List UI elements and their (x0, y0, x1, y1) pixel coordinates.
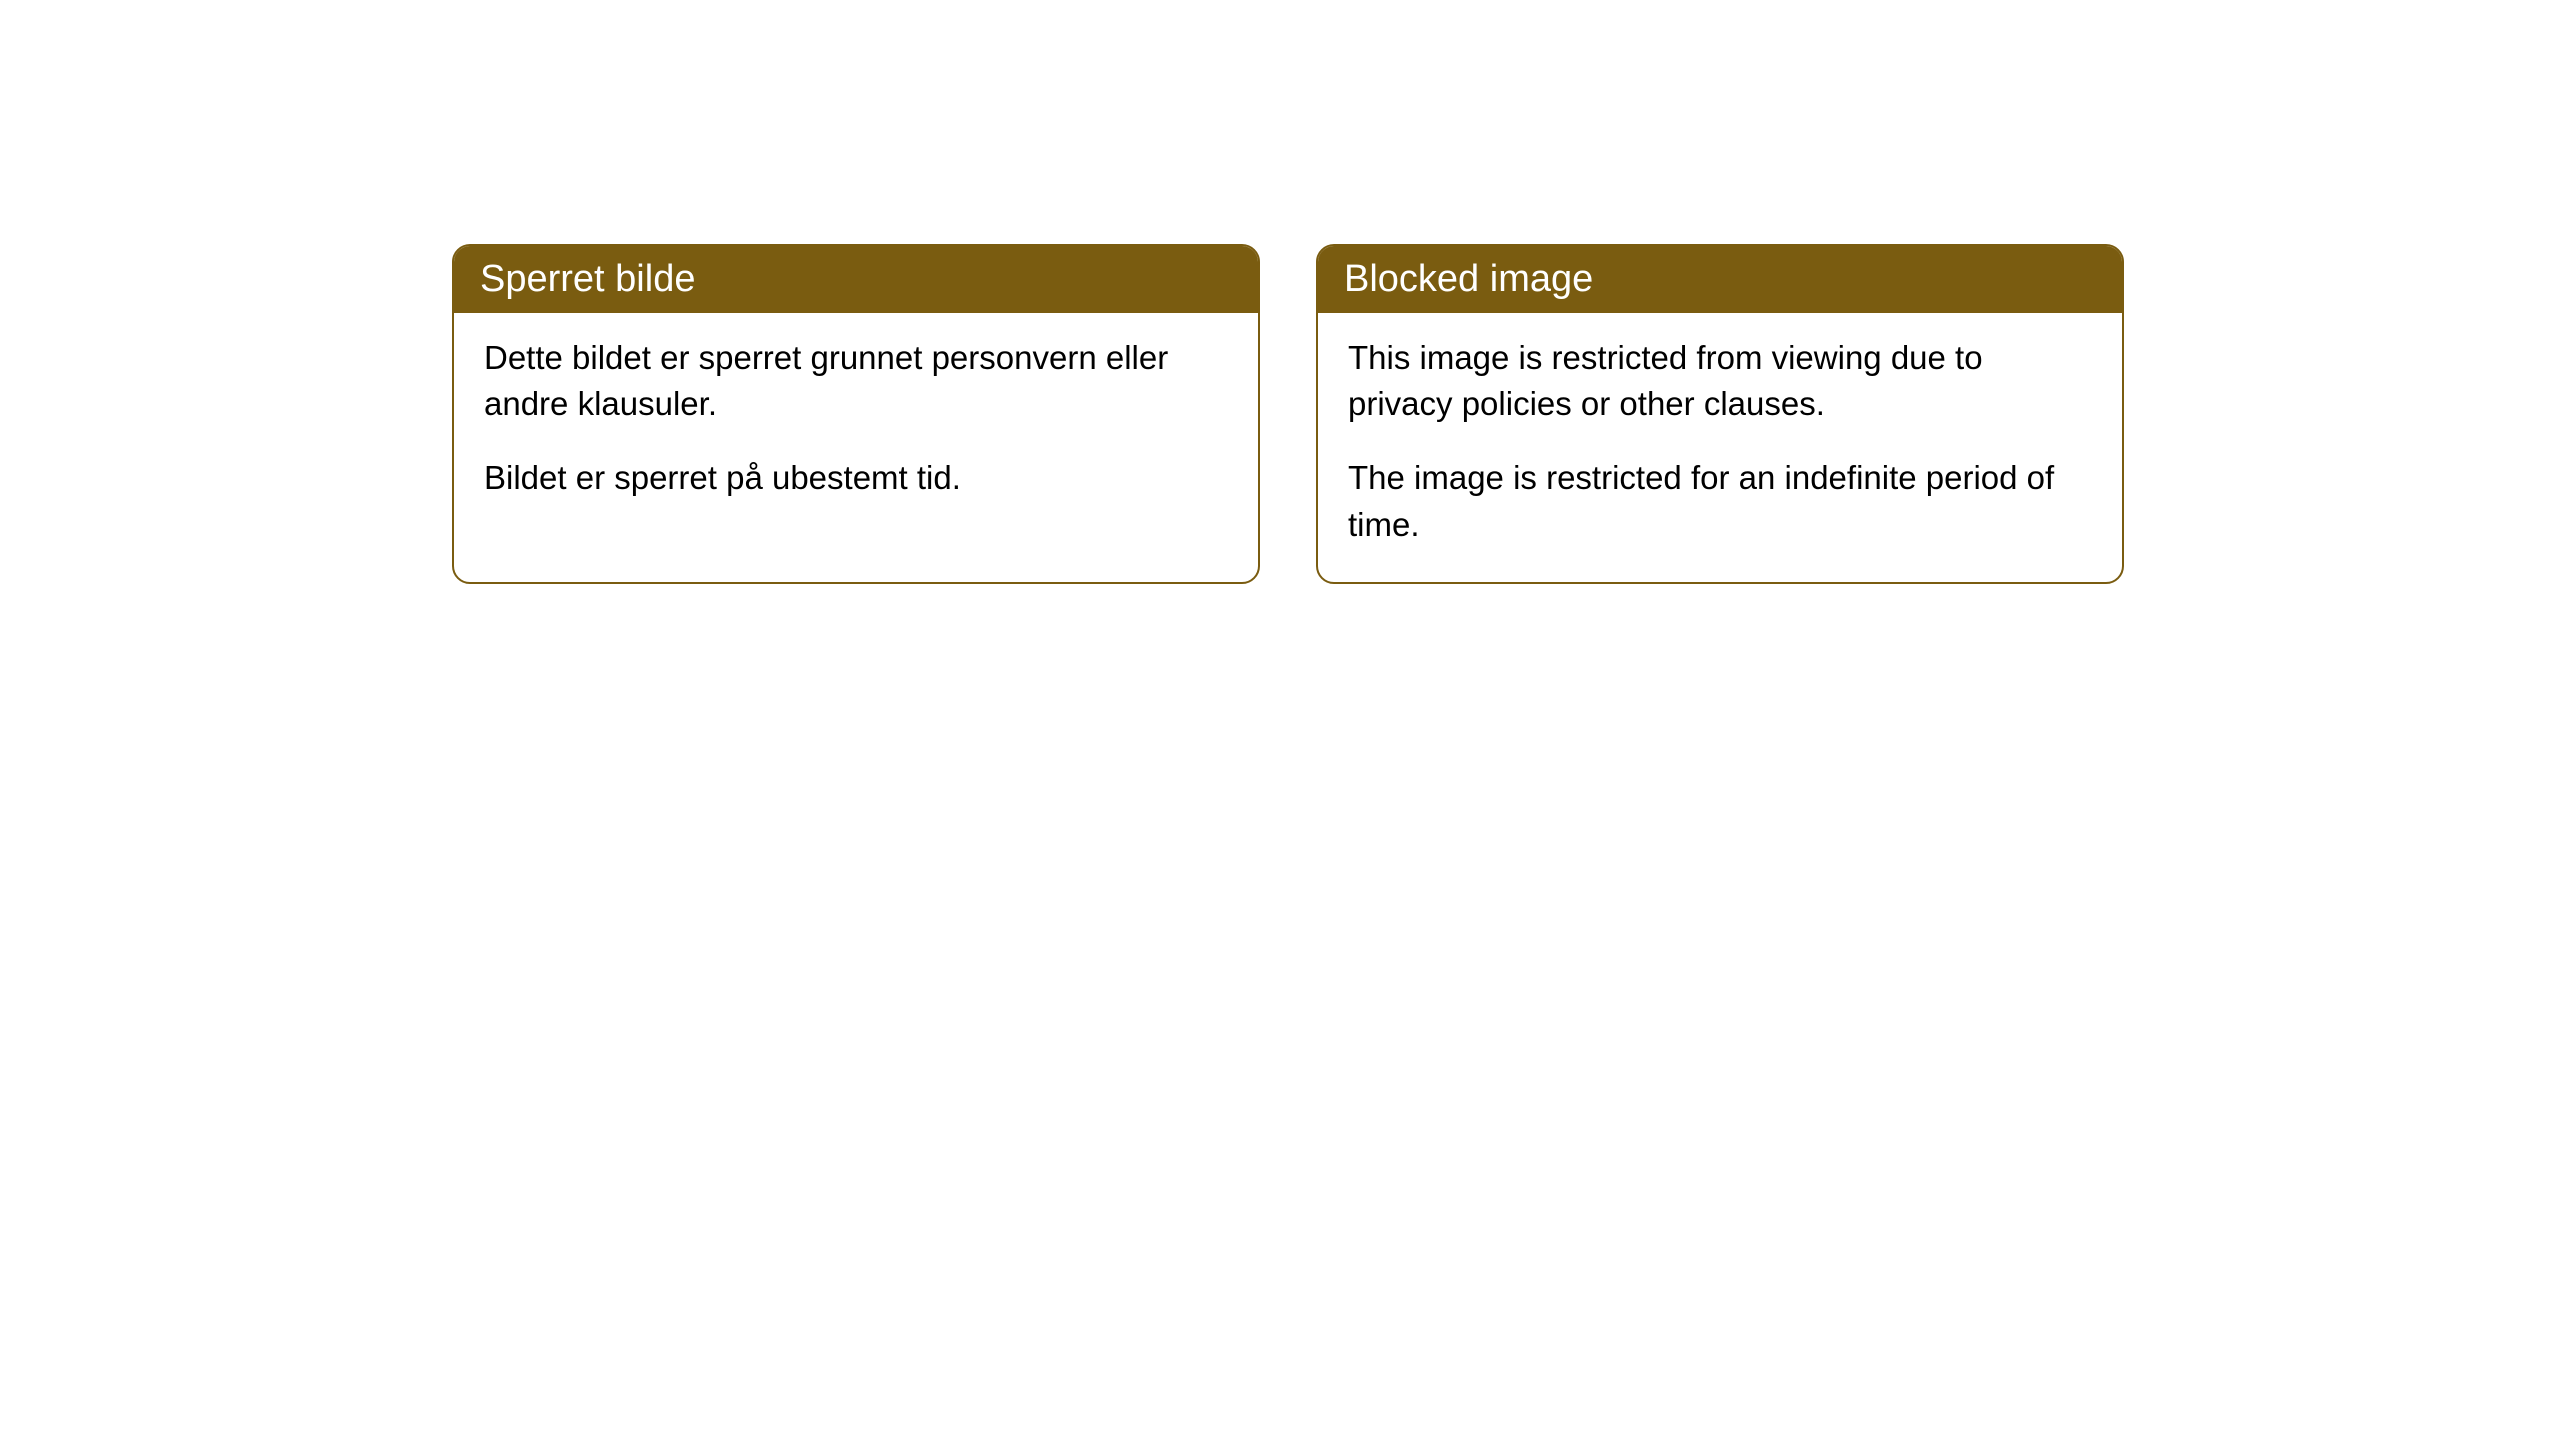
card-title: Sperret bilde (480, 258, 695, 300)
blocked-image-card-english: Blocked image This image is restricted f… (1316, 244, 2124, 584)
blocked-image-card-norwegian: Sperret bilde Dette bildet er sperret gr… (452, 244, 1260, 584)
card-title: Blocked image (1344, 258, 1593, 300)
card-header-english: Blocked image (1318, 246, 2122, 313)
card-body-norwegian: Dette bildet er sperret grunnet personve… (454, 313, 1258, 536)
card-paragraph: Bildet er sperret på ubestemt tid. (484, 455, 1228, 501)
card-body-english: This image is restricted from viewing du… (1318, 313, 2122, 582)
blocked-image-cards-container: Sperret bilde Dette bildet er sperret gr… (452, 244, 2124, 584)
card-paragraph: This image is restricted from viewing du… (1348, 335, 2092, 427)
card-header-norwegian: Sperret bilde (454, 246, 1258, 313)
card-paragraph: The image is restricted for an indefinit… (1348, 455, 2092, 547)
card-paragraph: Dette bildet er sperret grunnet personve… (484, 335, 1228, 427)
